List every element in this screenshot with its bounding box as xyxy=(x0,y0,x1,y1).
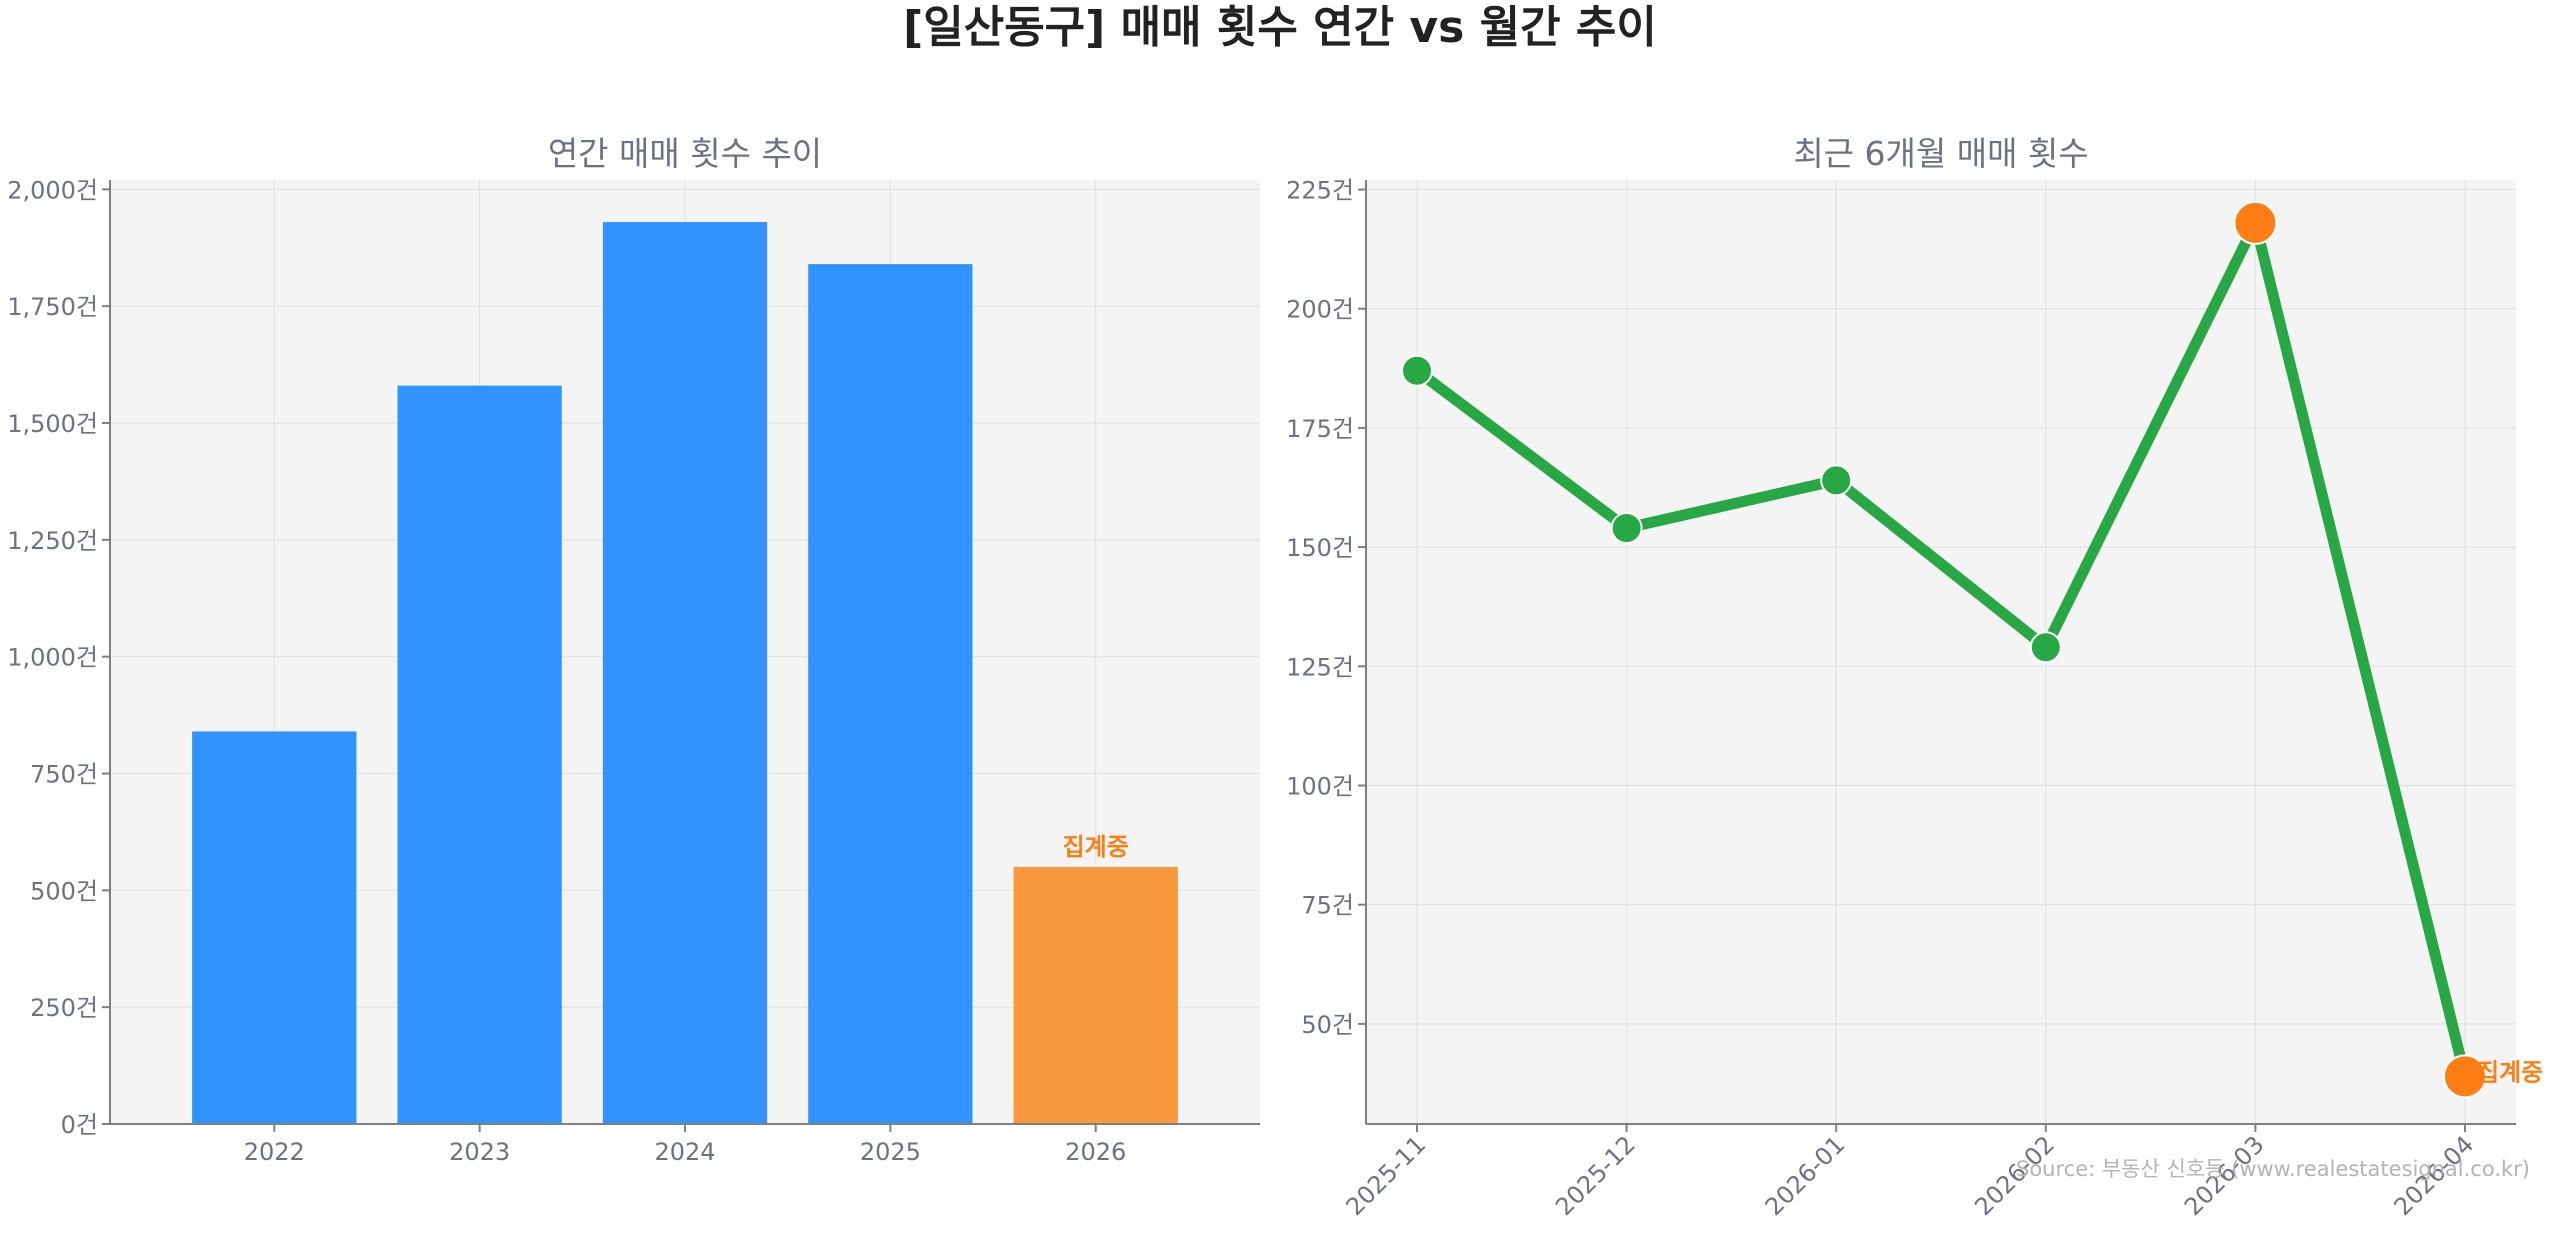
line-annotation: 집계중 xyxy=(2477,1058,2543,1086)
line-y-tick-label: 50건 xyxy=(1301,1011,1354,1039)
bar-2024 xyxy=(602,222,768,1125)
line-y-tick-label: 225건 xyxy=(1286,177,1354,205)
bar-chart-title: 연간 매매 횟수 추이 xyxy=(548,134,822,173)
figure-title: [일산동구] 매매 횟수 연간 vs 월간 추이 xyxy=(903,2,1657,53)
bar-y-tick-label: 0건 xyxy=(61,1111,98,1139)
line-y-tick-label: 150건 xyxy=(1286,534,1354,562)
line-chart-title: 최근 6개월 매매 횟수 xyxy=(1793,134,2088,173)
bar-y-tick-label: 1,750건 xyxy=(7,293,98,321)
bar-x-tick-label: 2022 xyxy=(244,1138,305,1166)
line-point-2026-02 xyxy=(2029,631,2062,664)
bar-y-tick-label: 1,500건 xyxy=(7,410,98,438)
bar-series: 집계중 xyxy=(192,222,1178,1125)
bar-annotation: 집계중 xyxy=(1063,833,1129,861)
line-series-path xyxy=(1411,217,2471,1082)
line-x-tick-label: 2025-12 xyxy=(1550,1130,1641,1221)
line-y-tick-label: 125건 xyxy=(1286,653,1354,681)
line-y-tick-label: 175건 xyxy=(1286,415,1354,443)
line-point-2025-11 xyxy=(1401,354,1433,387)
annual-bar-chart: 연간 매매 횟수 추이 집계중 0건 250건 500건 750건 1,000건 1,25… xyxy=(7,134,1260,1166)
bar-y-tick-label: 1,000건 xyxy=(7,644,98,672)
monthly-line-chart: 최근 6개월 매매 횟수 집계중 50건 75건 100건 125건 150건 175건 2… xyxy=(1286,134,2543,1221)
bar-2023 xyxy=(397,385,562,1124)
bar-y-tick-label: 1,250건 xyxy=(7,527,98,555)
bar-y-tick-label: 500건 xyxy=(30,877,98,905)
bar-y-tick-label: 2,000건 xyxy=(7,176,98,204)
bar-axes: 0건 250건 500건 750건 1,000건 1,250건 1,500건 1,750건 2,… xyxy=(7,176,1260,1166)
line-point-2026-01 xyxy=(1820,464,1853,497)
bar-x-tick-label: 2026 xyxy=(1065,1138,1126,1166)
line-x-tick-label: 2025-11 xyxy=(1341,1130,1432,1221)
line-series: 집계중 xyxy=(1401,200,2543,1099)
line-plot-background xyxy=(1366,180,2516,1124)
line-point-2025-12 xyxy=(1610,512,1643,545)
bar-x-tick-label: 2024 xyxy=(654,1138,715,1166)
bar-2022 xyxy=(192,731,357,1124)
bar-x-tick-label: 2023 xyxy=(449,1138,510,1166)
source-note: Source: 부동산 신호등 (www.realestatesignal.co… xyxy=(2016,1157,2530,1181)
bar-x-tick-label: 2025 xyxy=(860,1138,921,1166)
line-y-tick-label: 75건 xyxy=(1301,892,1354,920)
bar-y-tick-label: 750건 xyxy=(30,761,98,789)
line-point-2026-04 xyxy=(2443,1054,2487,1099)
line-y-tick-label: 200건 xyxy=(1286,296,1354,324)
bar-2026 xyxy=(1013,866,1178,1124)
bar-y-tick-label: 250건 xyxy=(30,994,98,1022)
line-x-tick-label: 2026-01 xyxy=(1760,1130,1851,1221)
bar-2025 xyxy=(808,264,973,1125)
line-point-2026-03 xyxy=(2233,200,2278,245)
line-y-tick-label: 100건 xyxy=(1286,772,1354,800)
